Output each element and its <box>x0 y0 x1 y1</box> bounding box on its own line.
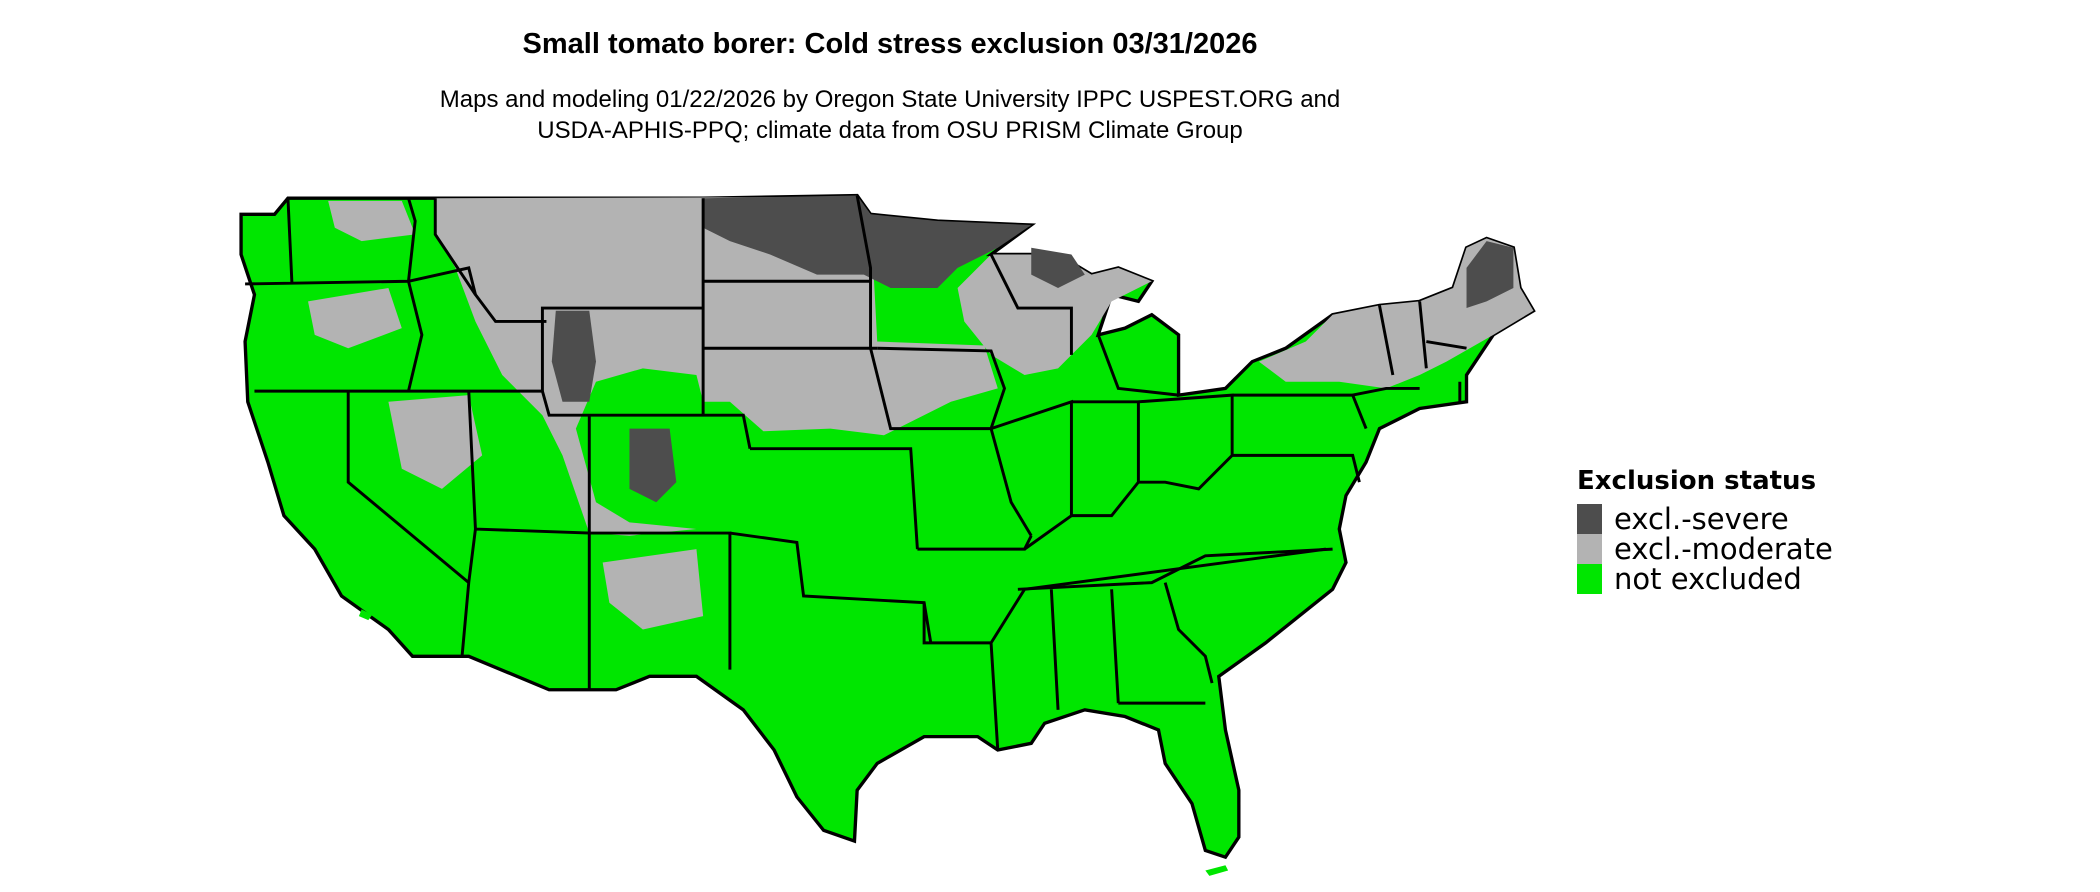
legend-swatch-not-excluded <box>1577 564 1602 594</box>
state-borders <box>245 195 1467 751</box>
map-subtitle: Maps and modeling 01/22/2026 by Oregon S… <box>0 84 1780 146</box>
legend-swatch-severe <box>1577 504 1602 534</box>
legend-label: excl.-severe <box>1614 502 1789 536</box>
legend-label: not excluded <box>1614 562 1802 596</box>
subtitle-line-2: USDA-APHIS-PPQ; climate data from OSU PR… <box>537 117 1243 144</box>
legend-label: excl.-moderate <box>1614 532 1833 566</box>
not-excluded-area <box>239 193 1536 876</box>
map-title: Small tomato borer: Cold stress exclusio… <box>522 28 1258 60</box>
legend-item-moderate: excl.-moderate <box>1577 532 1833 566</box>
legend-swatch-moderate <box>1577 534 1602 564</box>
legend-item-not-excluded: not excluded <box>1577 562 1833 596</box>
legend-item-severe: excl.-severe <box>1577 502 1833 536</box>
legend: Exclusion status excl.-severe excl.-mode… <box>1577 466 1833 596</box>
legend-title: Exclusion status <box>1577 466 1817 496</box>
subtitle-line-1: Maps and modeling 01/22/2026 by Oregon S… <box>439 86 1341 113</box>
